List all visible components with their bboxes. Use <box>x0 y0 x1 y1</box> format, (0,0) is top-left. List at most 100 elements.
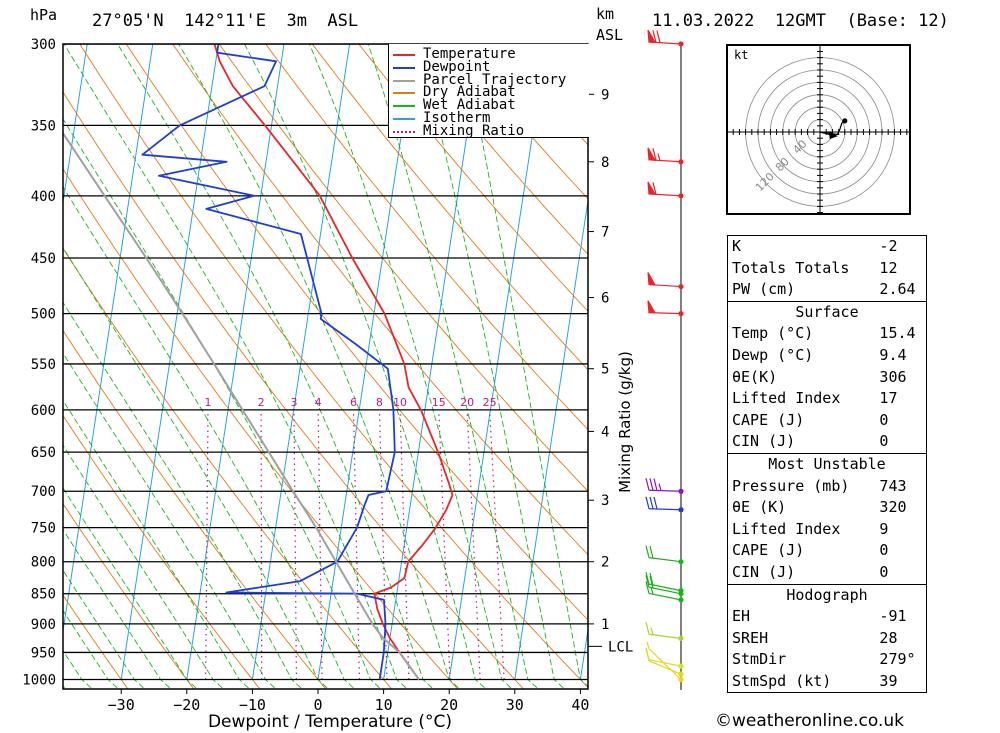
wind-barb <box>645 575 682 595</box>
index-label: Pressure (mb) <box>732 476 850 495</box>
legend-swatch <box>393 105 415 108</box>
wet-adiabat-line <box>63 186 356 689</box>
legend-swatch <box>393 92 415 95</box>
chart-legend: Temperature Dewpoint Parcel Trajectory Dry … <box>388 44 589 138</box>
index-row: SREH 28 <box>728 628 927 650</box>
index-value: 12 <box>879 258 898 277</box>
index-label: StmDir <box>732 650 787 669</box>
pressure-tick-label: 600 <box>31 403 56 419</box>
index-value: 9.4 <box>879 345 907 364</box>
pressure-tick-label: 300 <box>31 37 56 53</box>
wind-barb <box>647 181 682 197</box>
x-tick-label: −20 <box>173 696 200 714</box>
km-tick-label: 2 <box>601 555 609 571</box>
pressure-tick-label: 550 <box>31 357 56 373</box>
isotherm-line <box>186 44 285 680</box>
legend-label: Mixing Ratio <box>423 122 525 139</box>
legend-label: Temperature <box>423 46 516 62</box>
datetime-title: 11.03.2022 12GMT (Base: 12) <box>652 11 949 31</box>
index-value: 743 <box>879 476 907 495</box>
storm-motion-arrow <box>828 131 838 140</box>
wind-barb <box>647 272 682 288</box>
mixing-ratio-label: 1 <box>205 396 212 409</box>
mixing-ratio-line <box>488 409 505 680</box>
wet-adiabat-line <box>63 44 408 689</box>
indices-table: K -2 Totals Totals 12 PW (cm) 2.64 Surface Temp… <box>727 235 927 694</box>
index-value: 279° <box>879 650 916 669</box>
legend-label: Isotherm <box>423 110 491 126</box>
dry-adiabat-line <box>172 44 588 556</box>
wind-barb <box>647 147 682 163</box>
index-row: CIN (J) 0 <box>728 431 927 453</box>
index-value: 17 <box>879 389 898 408</box>
mixing-ratio-line <box>438 409 451 680</box>
plot-frame <box>62 43 589 690</box>
hodograph-trace <box>819 120 846 136</box>
x-tick-label: 30 <box>506 696 524 714</box>
mixing-ratio-label: 3 <box>290 396 297 409</box>
pressure-tick-label: 1000 <box>22 673 56 689</box>
index-row: StmDir 279° <box>728 649 927 671</box>
isotherm-line <box>448 44 547 680</box>
mixing-ratio-axis-label: Mixing Ratio (g/kg) <box>616 351 634 493</box>
index-value: -91 <box>879 607 907 626</box>
index-row: Dewp (°C) 9.4 <box>728 345 927 367</box>
wind-barb <box>647 29 682 45</box>
index-value: 15.4 <box>879 324 916 343</box>
dry-adiabat-line <box>63 329 327 689</box>
wind-level-dot <box>678 559 684 565</box>
index-value: -2 <box>879 237 898 255</box>
index-row: Lifted Index 9 <box>728 519 927 541</box>
mixing-ratio-label: 10 <box>393 396 407 409</box>
index-section-title: Most Unstable <box>727 452 927 476</box>
x-tick-label: 20 <box>440 696 458 714</box>
pressure-tick-label: 900 <box>31 617 56 633</box>
wind-barb <box>645 478 682 492</box>
dry-adiabat-line <box>63 502 195 689</box>
pressure-tick-label: 400 <box>31 189 56 205</box>
x-axis-label: Dewpoint / Temperature (°C) <box>208 712 452 732</box>
index-label: SREH <box>732 628 769 647</box>
index-row: EH -91 <box>728 606 927 628</box>
mixing-ratio-line <box>260 409 263 680</box>
index-value: 0 <box>879 410 889 429</box>
legend-label: Wet Adiabat <box>423 97 516 114</box>
x-tick-label: 40 <box>571 696 589 714</box>
dry-adiabat-line <box>63 247 393 689</box>
hodograph-ring-label: 120 <box>753 170 777 194</box>
index-value: 28 <box>879 628 898 647</box>
dry-adiabat-line <box>265 44 588 431</box>
index-section-title: Hodograph <box>727 583 927 607</box>
mixing-ratio-line <box>317 409 323 680</box>
x-tick-label: −10 <box>239 696 266 714</box>
wet-adiabat-line <box>63 118 382 689</box>
wet-adiabat-line <box>308 44 513 689</box>
x-tick-label: 0 <box>313 696 322 714</box>
mixing-ratio-line <box>399 409 410 680</box>
parcel-trajectory-series <box>63 131 420 681</box>
copyright: ©weatheronline.co.uk <box>715 711 905 731</box>
km-tick-label: 8 <box>601 155 609 171</box>
wind-barb <box>645 622 682 639</box>
index-row: CAPE (J) 0 <box>728 540 927 562</box>
legend-swatch <box>393 54 415 56</box>
index-label: PW (cm) <box>732 280 796 299</box>
wind-barb <box>645 571 682 592</box>
mixing-ratio-line <box>293 409 298 680</box>
dewpoint-series <box>141 44 396 680</box>
dry-adiabat-line <box>63 91 525 689</box>
wet-adiabat-line <box>63 569 146 689</box>
wet-adiabat-line <box>63 301 303 689</box>
pressure-tick-label: 850 <box>31 587 56 603</box>
index-value: 320 <box>879 498 907 517</box>
index-value: 0 <box>879 432 889 451</box>
dry-adiabat-line <box>990 26 1000 705</box>
index-row: θE(K) 306 <box>728 367 927 389</box>
pressure-tick-label: 750 <box>31 521 56 537</box>
km-tick-label: 3 <box>601 493 609 509</box>
index-row: K -2 <box>728 236 927 258</box>
index-label: CIN (J) <box>732 432 796 451</box>
index-label: CIN (J) <box>732 562 796 581</box>
hodograph-unit-label: kt <box>734 48 749 62</box>
